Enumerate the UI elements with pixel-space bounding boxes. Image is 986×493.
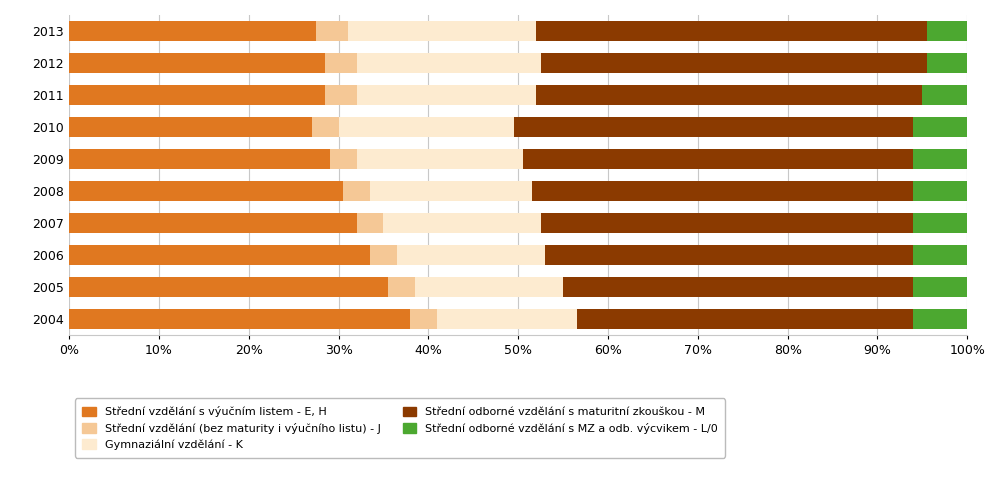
Bar (544, 245, 912, 265)
Bar (356, 149, 523, 169)
Bar (329, 149, 356, 169)
Bar (69, 149, 329, 169)
Bar (69, 309, 410, 329)
Bar (69, 85, 324, 105)
Bar (383, 213, 540, 233)
Bar (926, 53, 966, 73)
Bar (69, 181, 343, 201)
Bar (912, 213, 966, 233)
Bar (69, 117, 312, 137)
Bar (396, 245, 544, 265)
Bar (912, 181, 966, 201)
Bar (912, 245, 966, 265)
Bar (316, 21, 347, 41)
Bar (356, 53, 540, 73)
Bar (324, 53, 356, 73)
Bar (69, 213, 356, 233)
Bar (576, 309, 912, 329)
Bar (69, 21, 316, 41)
Bar (912, 149, 966, 169)
Bar (356, 85, 535, 105)
Bar (338, 117, 513, 137)
Bar (535, 85, 921, 105)
Bar (540, 53, 926, 73)
Bar (347, 21, 535, 41)
Bar (540, 213, 912, 233)
Bar (387, 277, 414, 297)
Bar (356, 213, 383, 233)
Bar (324, 85, 356, 105)
Bar (523, 149, 912, 169)
Bar (69, 245, 370, 265)
Bar (513, 117, 912, 137)
Bar (531, 181, 912, 201)
Bar (343, 181, 370, 201)
Bar (912, 277, 966, 297)
Bar (414, 277, 562, 297)
Legend: Střední vzdělání s výučním listem - E, H, Střední vzdělání (bez maturity i výučn: Střední vzdělání s výučním listem - E, H… (75, 398, 725, 458)
Bar (69, 277, 387, 297)
Bar (912, 309, 966, 329)
Bar (926, 21, 966, 41)
Bar (535, 21, 926, 41)
Bar (370, 181, 531, 201)
Bar (562, 277, 912, 297)
Bar (912, 117, 966, 137)
Bar (312, 117, 338, 137)
Bar (69, 53, 324, 73)
Bar (921, 85, 966, 105)
Bar (370, 245, 396, 265)
Bar (410, 309, 437, 329)
Bar (437, 309, 576, 329)
